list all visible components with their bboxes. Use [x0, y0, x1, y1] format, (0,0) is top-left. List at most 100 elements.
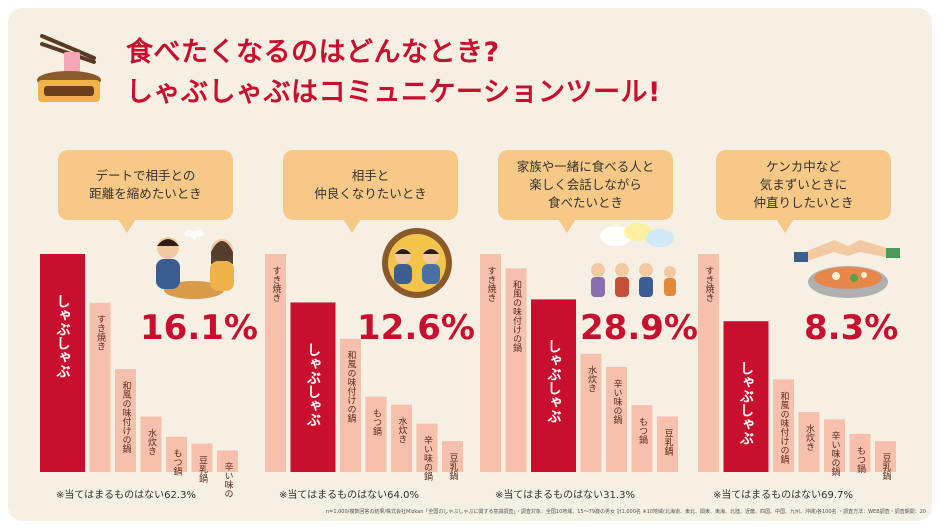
bar-category-label: 豆乳鍋	[663, 428, 674, 455]
bubble-tail	[118, 219, 136, 233]
scenario-line: 距離を縮めたいとき	[89, 186, 202, 201]
bar-highlight-0	[40, 254, 85, 472]
bar-3	[798, 412, 820, 472]
bar-category-label: 和風の味付けの鍋	[346, 351, 357, 423]
percent-value: 8.3%	[804, 308, 899, 348]
scenario-line: 相手と	[351, 168, 390, 183]
scenario-line: 楽しく会話しながら	[529, 177, 642, 192]
highlight-percent: 28.9%	[580, 308, 698, 348]
bar-category-label: 和風の味付けの鍋	[779, 391, 790, 463]
scenario-line: 仲直りしたいとき	[753, 195, 854, 210]
bar-6	[442, 441, 463, 472]
none-note: ※当てはまるものはない62.3%	[56, 490, 196, 501]
scenario-bubble: 相手と 仲良くなりたいとき	[283, 150, 458, 233]
scenario-line: 仲良くなりたいとき	[314, 186, 427, 201]
bar-2	[115, 369, 136, 472]
bar-category-label: 辛い味の鍋	[830, 430, 841, 476]
chart-panel-date: デートで相手との 距離を縮めたいとき しゃぶしゃぶ すき焼き和風の味付けの鍋水炊き…	[40, 150, 258, 498]
handshake-pot-illustration-icon	[794, 240, 900, 298]
bar-highlight-1	[723, 321, 769, 472]
bar-5	[416, 423, 438, 472]
scenario-bubble: ケンカ中など 気まずいときに 仲直りしたいとき	[716, 150, 891, 233]
bar-category-label: すき焼き	[704, 266, 715, 302]
bubble-tail	[558, 219, 576, 233]
bar-2	[773, 379, 794, 472]
title-line-1: 食べたくなるのはどんなとき?	[126, 37, 500, 68]
bar-1	[89, 302, 111, 472]
none-note: ※当てはまるものはない69.7%	[713, 490, 853, 501]
highlight-percent: 8.3%	[804, 308, 898, 348]
bar-3	[140, 416, 162, 472]
bar-6	[657, 416, 678, 472]
percent-value: 12.6%	[357, 308, 475, 348]
scenario-bubble: デートで相手との 距離を縮めたいとき	[58, 150, 233, 233]
scenario-line: 家族や一緒に食べる人と	[516, 159, 655, 174]
bar-3	[365, 396, 387, 472]
infographic-card: 食べたくなるのはどんなとき? しゃぶしゃぶはコミュニケーションツール! デートで…	[8, 8, 932, 521]
scenario-line: 気まずいときに	[759, 177, 848, 192]
bar-4	[824, 419, 845, 472]
bar-category-label: もつ鍋	[855, 446, 866, 473]
none-note: ※当てはまるものはない31.3%	[495, 490, 635, 501]
bar-highlight-2	[531, 299, 576, 472]
bar-5	[849, 433, 871, 472]
family-illustration-icon	[591, 223, 676, 297]
bar-category-label: すき焼き	[95, 315, 106, 351]
survey-footnote: n=1,000/複数回答の結果/株式会社Mizkan「全国のしゃぶしゃぶに関する…	[326, 509, 926, 515]
scenario-line: デートで相手との	[95, 168, 196, 183]
bar-0	[480, 254, 501, 472]
chart-panel-makeup: ケンカ中など 気まずいときに 仲直りしたいとき すき焼きしゃぶしゃぶ 和風の味付け…	[698, 150, 910, 498]
bar-category-label: 辛い味の鍋	[422, 434, 433, 480]
bar-category-label: 豆乳鍋	[197, 455, 208, 482]
title-line-2: しゃぶしゃぶはコミュニケーションツール!	[126, 77, 661, 108]
percent-value: 28.9%	[580, 308, 698, 348]
bar-category-label: 豆乳鍋	[448, 453, 459, 480]
bar-category-label: すき焼き	[271, 266, 282, 302]
bar-5	[631, 405, 653, 472]
scenario-line: 食べたいとき	[547, 195, 623, 210]
bar-chart: しゃぶしゃぶ すき焼き和風の味付けの鍋水炊きもつ鍋 豆乳鍋 辛い味の鍋	[40, 254, 238, 498]
bar-category-label: 水炊き	[586, 365, 597, 393]
scenario-line: ケンカ中など	[766, 159, 841, 174]
bar-category-label: しゃぶしゃぶ	[305, 342, 322, 426]
bar-5	[191, 443, 213, 472]
none-note: ※当てはまるものはない64.0%	[279, 490, 419, 501]
bar-highlight-1	[290, 302, 336, 472]
bar-4	[166, 436, 187, 472]
bar-chart: すき焼きしゃぶしゃぶ 和風の味付けの鍋もつ鍋 水炊き辛い味の鍋 豆乳鍋	[265, 254, 463, 481]
bar-3	[580, 353, 602, 472]
bar-category-label: 豆乳鍋	[881, 453, 892, 480]
bar-category-label: もつ鍋	[172, 449, 183, 476]
bar-category-label: 辛い味の鍋	[612, 378, 623, 424]
bar-6	[217, 450, 238, 472]
bar-category-label: しゃぶしゃぶ	[738, 361, 755, 445]
bar-category-label: 和風の味付けの鍋	[511, 280, 522, 352]
scenario-bubble: 家族や一緒に食べる人と 楽しく会話しながら 食べたいとき	[498, 150, 673, 233]
bar-0	[265, 254, 286, 472]
bar-category-label: 水炊き	[397, 416, 408, 444]
bar-category-label: 水炊き	[146, 427, 157, 455]
bar-category-label: もつ鍋	[371, 409, 382, 436]
bar-category-label: 水炊き	[804, 423, 815, 451]
bar-category-label: しゃぶしゃぶ	[546, 339, 563, 423]
bubble-tail	[776, 219, 794, 233]
bar-category-label: しゃぶしゃぶ	[55, 294, 72, 378]
bar-category-label: 和風の味付けの鍋	[121, 381, 132, 453]
bar-2	[340, 338, 361, 472]
bar-1	[505, 268, 527, 472]
bar-4	[606, 366, 627, 472]
bar-6	[875, 441, 896, 472]
bar-category-label: もつ鍋	[637, 417, 648, 444]
highlight-percent: 12.6%	[357, 308, 475, 348]
bar-4	[391, 404, 412, 472]
shabu-pot-logo-icon	[37, 34, 101, 102]
chart-panel-family: 家族や一緒に食べる人と 楽しく会話しながら 食べたいとき すき焼き 和風の味付けの…	[480, 150, 698, 498]
friends-pot-illustration-icon	[382, 228, 452, 298]
bar-category-label: 辛い味の鍋	[223, 461, 234, 498]
highlight-percent: 16.1%	[140, 308, 258, 348]
percent-value: 16.1%	[140, 308, 258, 348]
bar-0	[698, 254, 719, 472]
bubble-tail	[343, 219, 361, 233]
